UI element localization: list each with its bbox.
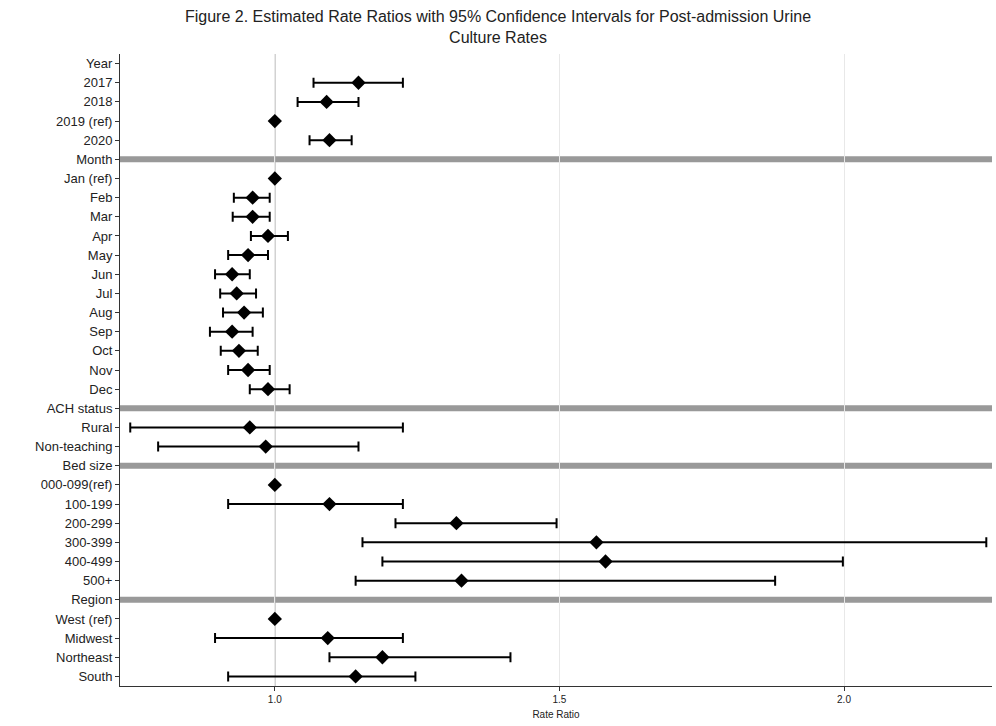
svg-text:2.0: 2.0 xyxy=(837,694,851,705)
svg-text:Oct: Oct xyxy=(92,343,113,358)
svg-text:Rural: Rural xyxy=(81,420,112,435)
svg-text:May: May xyxy=(88,248,113,263)
svg-text:1.0: 1.0 xyxy=(268,694,282,705)
svg-text:300-399: 300-399 xyxy=(65,535,113,550)
svg-text:ACH status: ACH status xyxy=(47,401,113,416)
svg-text:1.5: 1.5 xyxy=(552,694,566,705)
svg-text:Non-teaching: Non-teaching xyxy=(35,439,112,454)
svg-text:Feb: Feb xyxy=(90,190,112,205)
svg-text:200-299: 200-299 xyxy=(65,516,113,531)
svg-text:400-499: 400-499 xyxy=(65,554,113,569)
svg-text:Rate Ratio: Rate Ratio xyxy=(532,709,580,720)
svg-text:Dec: Dec xyxy=(89,382,113,397)
svg-text:Jan (ref): Jan (ref) xyxy=(64,171,112,186)
svg-text:Mar: Mar xyxy=(90,209,113,224)
svg-text:Jul: Jul xyxy=(96,286,113,301)
svg-text:100-199: 100-199 xyxy=(65,497,113,512)
svg-text:Apr: Apr xyxy=(92,228,113,243)
svg-text:Region: Region xyxy=(71,592,112,607)
svg-text:500+: 500+ xyxy=(83,573,112,588)
svg-text:2017: 2017 xyxy=(83,75,112,90)
svg-text:Aug: Aug xyxy=(89,305,112,320)
svg-text:Month: Month xyxy=(76,152,112,167)
svg-text:2020: 2020 xyxy=(83,133,112,148)
svg-text:West (ref): West (ref) xyxy=(56,612,113,627)
svg-text:2018: 2018 xyxy=(83,94,112,109)
svg-text:Sep: Sep xyxy=(89,324,112,339)
svg-text:Year: Year xyxy=(86,56,113,71)
svg-text:Nov: Nov xyxy=(89,363,113,378)
svg-text:Midwest: Midwest xyxy=(65,631,113,646)
svg-text:Northeast: Northeast xyxy=(56,650,113,665)
svg-text:South: South xyxy=(78,669,112,684)
svg-text:2019 (ref): 2019 (ref) xyxy=(56,114,112,129)
svg-text:Figure 2. Estimated Rate Ratio: Figure 2. Estimated Rate Ratios with 95%… xyxy=(185,8,811,46)
svg-text:Jun: Jun xyxy=(91,267,112,282)
svg-text:000-099(ref): 000-099(ref) xyxy=(41,477,113,492)
svg-text:Bed size: Bed size xyxy=(63,458,113,473)
